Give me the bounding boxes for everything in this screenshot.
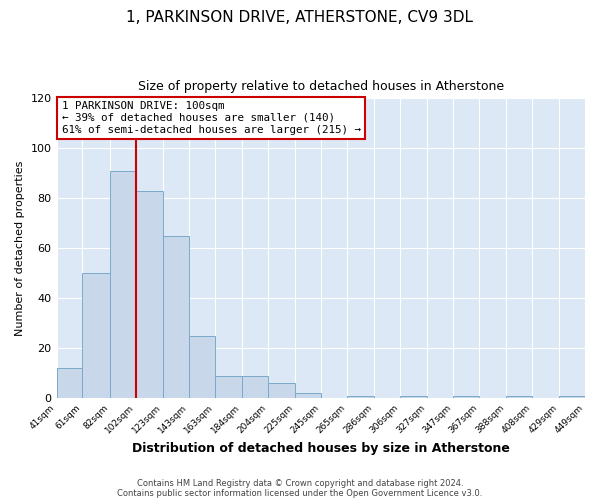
Bar — [400, 396, 427, 398]
Bar — [82, 273, 110, 398]
Title: Size of property relative to detached houses in Atherstone: Size of property relative to detached ho… — [138, 80, 504, 93]
Bar — [136, 191, 163, 398]
Bar — [453, 396, 479, 398]
Bar — [56, 368, 82, 398]
Text: Contains public sector information licensed under the Open Government Licence v3: Contains public sector information licen… — [118, 488, 482, 498]
Bar — [559, 396, 585, 398]
Text: 1, PARKINSON DRIVE, ATHERSTONE, CV9 3DL: 1, PARKINSON DRIVE, ATHERSTONE, CV9 3DL — [127, 10, 473, 25]
Bar — [347, 396, 374, 398]
Y-axis label: Number of detached properties: Number of detached properties — [15, 160, 25, 336]
Text: Contains HM Land Registry data © Crown copyright and database right 2024.: Contains HM Land Registry data © Crown c… — [137, 478, 463, 488]
Bar — [242, 376, 268, 398]
Bar — [295, 393, 321, 398]
Bar — [506, 396, 532, 398]
Bar — [188, 336, 215, 398]
X-axis label: Distribution of detached houses by size in Atherstone: Distribution of detached houses by size … — [132, 442, 510, 455]
Bar — [268, 383, 295, 398]
Text: 1 PARKINSON DRIVE: 100sqm
← 39% of detached houses are smaller (140)
61% of semi: 1 PARKINSON DRIVE: 100sqm ← 39% of detac… — [62, 102, 361, 134]
Bar — [163, 236, 188, 398]
Bar — [215, 376, 242, 398]
Bar — [110, 171, 136, 398]
